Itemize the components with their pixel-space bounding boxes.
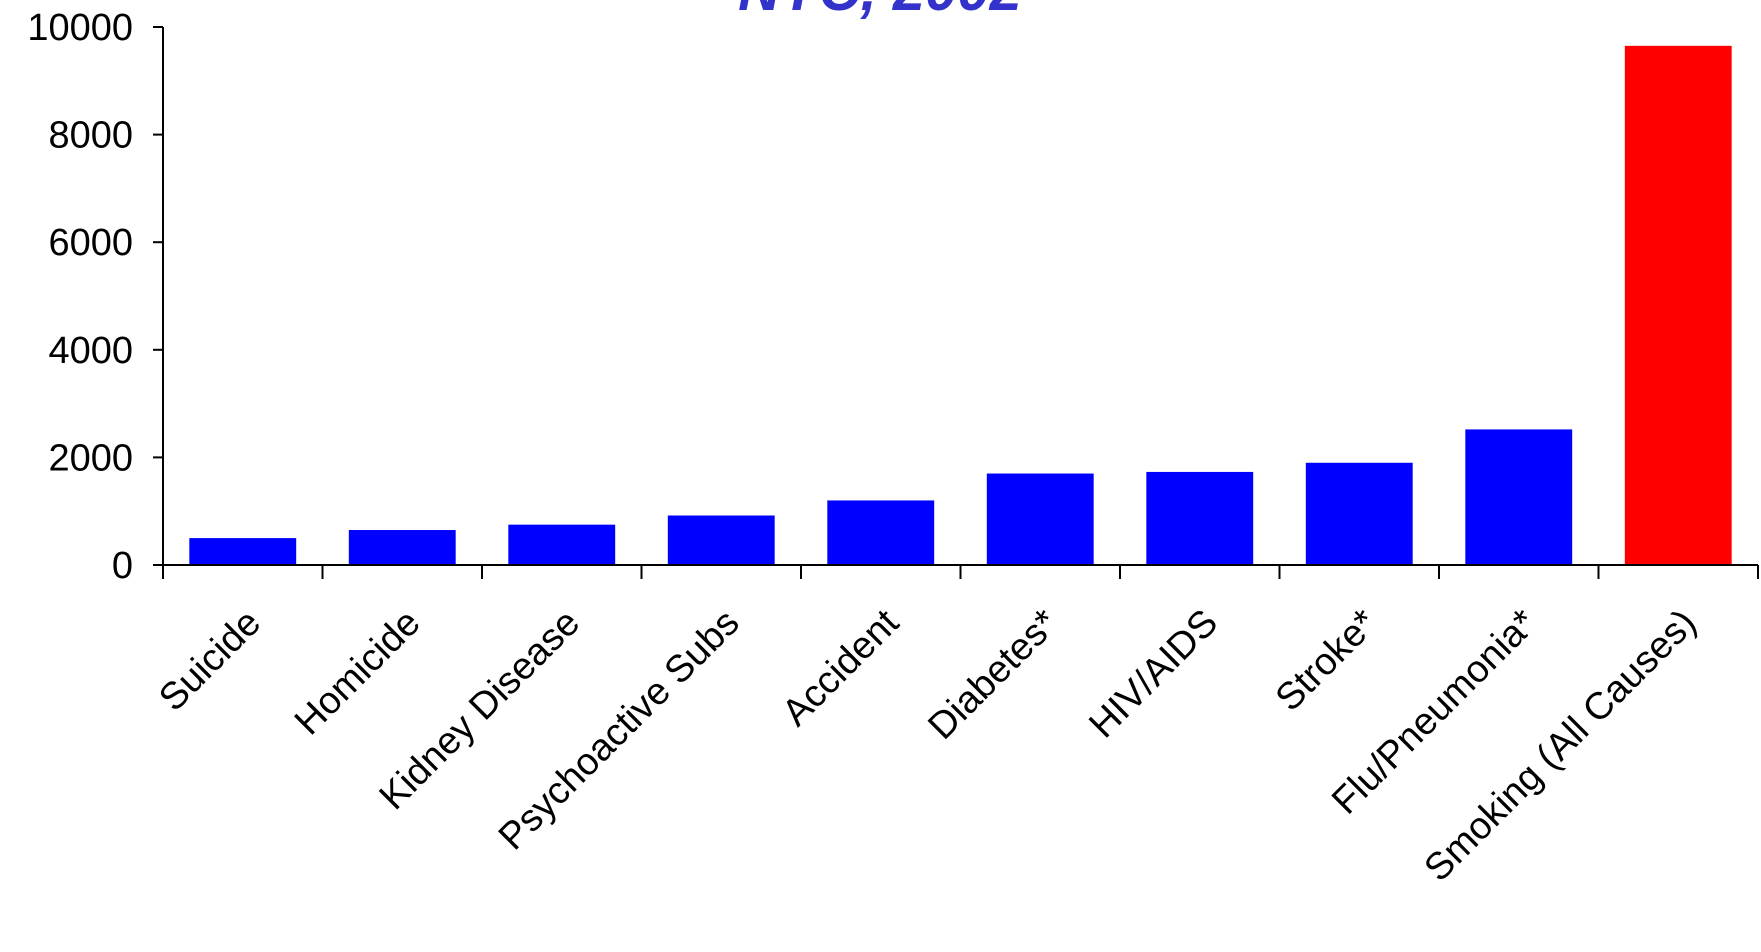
y-tick-label: 4000 xyxy=(48,330,133,372)
y-tick-label: 0 xyxy=(112,545,133,587)
bar-diabetes xyxy=(986,473,1094,565)
bar-smoking-all-causes xyxy=(1624,45,1732,565)
y-tick-label: 2000 xyxy=(48,437,133,479)
bar-hiv-aids xyxy=(1146,471,1254,565)
y-tick-label: 8000 xyxy=(48,115,133,157)
x-category-label: Accident xyxy=(774,601,907,734)
x-category-label: Stroke* xyxy=(1268,602,1386,720)
chart-title: NYC, 2002 xyxy=(738,0,1022,23)
bar-flu-pneumonia xyxy=(1465,429,1573,565)
x-category-label: Diabetes* xyxy=(920,602,1066,748)
bar-suicide xyxy=(189,538,297,565)
bar-homicide xyxy=(348,530,456,565)
y-tick-label: 10000 xyxy=(27,7,133,49)
x-category-label: Suicide xyxy=(151,602,269,720)
bar-psychoactive-subs xyxy=(667,515,775,565)
bar-stroke xyxy=(1305,462,1413,565)
x-category-label: Homicide xyxy=(287,602,429,744)
y-tick-label: 6000 xyxy=(48,222,133,264)
x-category-label: HIV/AIDS xyxy=(1081,602,1226,747)
bars xyxy=(189,45,1732,565)
y-axis-ticks: 0 2000 4000 6000 8000 10000 xyxy=(27,7,163,587)
bar-accident xyxy=(827,500,935,565)
x-category-label: Smoking (All Causes) xyxy=(1417,602,1705,890)
bar-kidney-disease xyxy=(508,524,616,565)
x-axis-ticks xyxy=(162,565,1759,579)
